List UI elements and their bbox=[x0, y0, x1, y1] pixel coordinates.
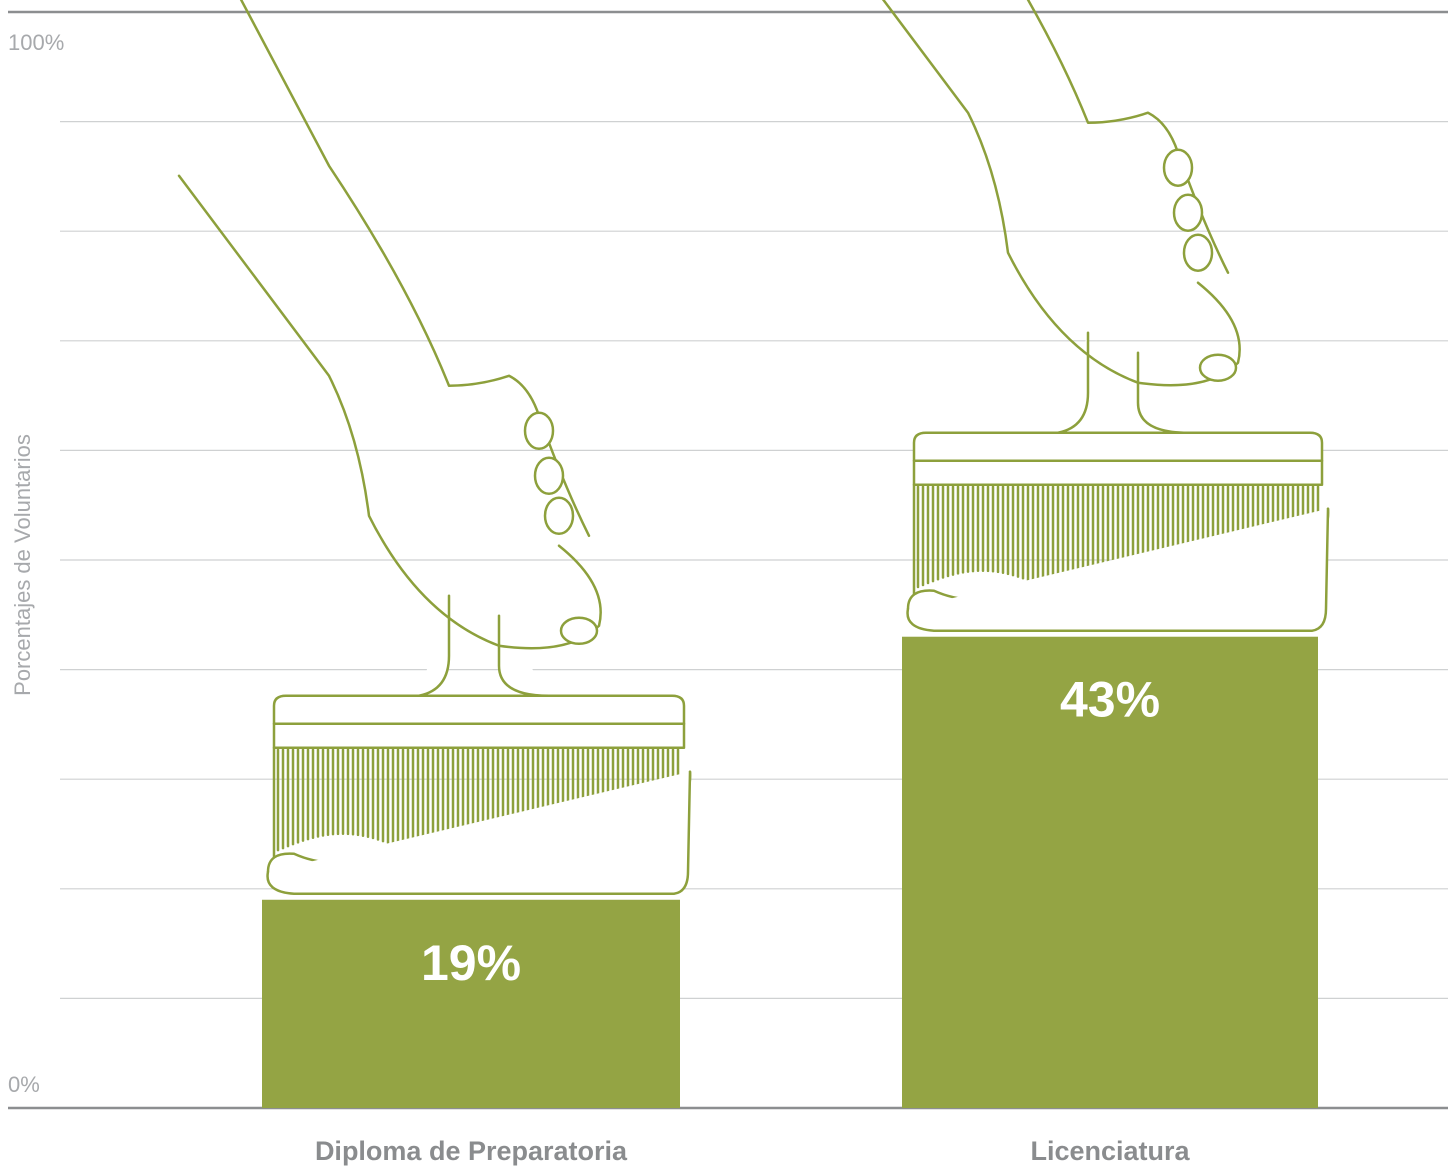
grid-lines bbox=[8, 10, 1448, 1110]
bar bbox=[902, 636, 1318, 1108]
paint-brush-illustration bbox=[881, 0, 1330, 632]
brush-illustrations bbox=[177, 0, 1330, 896]
y-axis-label: Porcentajes de Voluntarios bbox=[10, 434, 35, 696]
paint-brush-illustration bbox=[177, 0, 692, 896]
bar-value-label: 19% bbox=[421, 935, 521, 991]
y-tick-label-max: 100% bbox=[8, 30, 64, 55]
bar bbox=[262, 899, 680, 1108]
labels: 19% Diploma de Preparatoria 43% Licenciatur… bbox=[315, 672, 1191, 1166]
bars bbox=[262, 636, 1318, 1108]
category-label: Licenciatura bbox=[1030, 1136, 1190, 1166]
y-tick-label-min: 0% bbox=[8, 1072, 40, 1097]
category-label: Diploma de Preparatoria bbox=[315, 1136, 628, 1166]
bar-value-label: 43% bbox=[1060, 672, 1160, 728]
